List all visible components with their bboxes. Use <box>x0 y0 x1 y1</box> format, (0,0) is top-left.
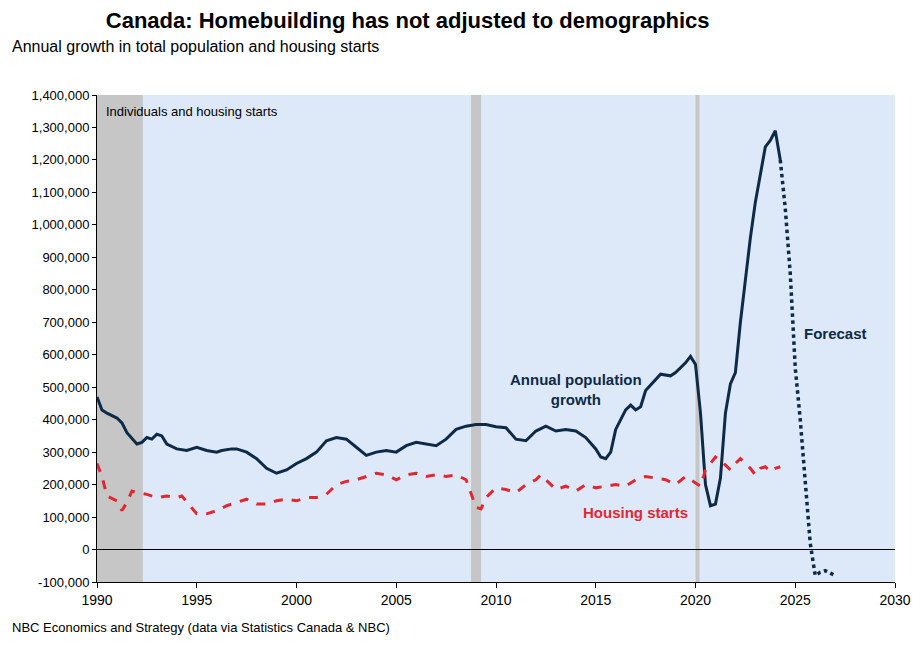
svg-text:600,000: 600,000 <box>42 347 89 362</box>
svg-text:200,000: 200,000 <box>42 477 89 492</box>
svg-text:Forecast: Forecast <box>804 325 867 342</box>
svg-text:500,000: 500,000 <box>42 380 89 395</box>
svg-text:Housing starts: Housing starts <box>583 504 688 521</box>
svg-text:Annual growth in total populat: Annual growth in total population and ho… <box>12 38 379 55</box>
svg-text:400,000: 400,000 <box>42 412 89 427</box>
svg-text:100,000: 100,000 <box>42 510 89 525</box>
svg-text:-100,000: -100,000 <box>38 575 89 590</box>
svg-text:2005: 2005 <box>381 592 412 608</box>
svg-text:800,000: 800,000 <box>42 282 89 297</box>
svg-text:2010: 2010 <box>480 592 511 608</box>
svg-text:Annual populationgrowth: Annual populationgrowth <box>510 371 642 408</box>
svg-text:NBC Economics and Strategy (da: NBC Economics and Strategy (data via Sta… <box>12 620 390 635</box>
svg-text:Individuals and housing starts: Individuals and housing starts <box>106 104 278 119</box>
svg-text:1995: 1995 <box>181 592 212 608</box>
svg-text:900,000: 900,000 <box>42 250 89 265</box>
svg-text:1990: 1990 <box>81 592 112 608</box>
svg-text:1,100,000: 1,100,000 <box>32 185 90 200</box>
svg-text:300,000: 300,000 <box>42 445 89 460</box>
svg-text:1,000,000: 1,000,000 <box>32 217 90 232</box>
svg-text:2030: 2030 <box>879 592 910 608</box>
svg-text:2020: 2020 <box>680 592 711 608</box>
svg-text:2015: 2015 <box>580 592 611 608</box>
svg-text:0: 0 <box>82 542 89 557</box>
svg-text:700,000: 700,000 <box>42 315 89 330</box>
svg-text:1,200,000: 1,200,000 <box>32 152 90 167</box>
svg-text:1,400,000: 1,400,000 <box>32 88 90 103</box>
svg-text:1,300,000: 1,300,000 <box>32 120 90 135</box>
svg-text:Canada: Homebuilding has not a: Canada: Homebuilding has not adjusted to… <box>106 8 710 33</box>
svg-text:2000: 2000 <box>281 592 312 608</box>
svg-text:2025: 2025 <box>780 592 811 608</box>
